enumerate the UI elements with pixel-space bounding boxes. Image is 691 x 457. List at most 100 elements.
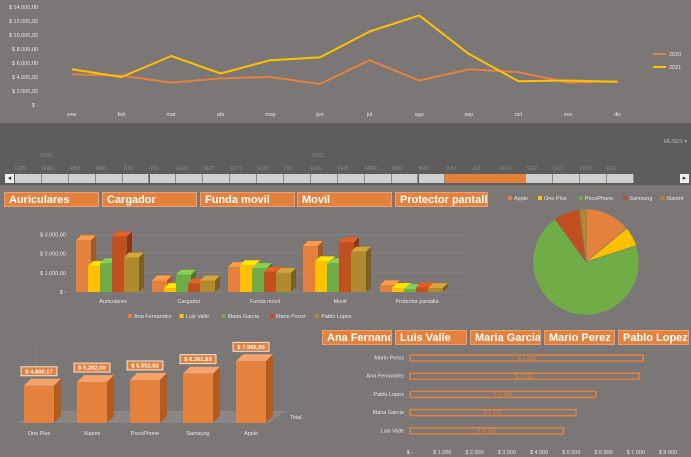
pie-legend-swatch	[623, 196, 628, 200]
product-seller-bar-chart[interactable]: $ 3.000,00 $ 2.000,00 $ 1.000,00 $ - Auricul…	[0, 210, 490, 325]
timeline-month-cell[interactable]	[41, 174, 69, 183]
bar3d-bar[interactable]	[404, 289, 419, 292]
timeline-month-cell[interactable]	[149, 174, 177, 183]
seller-slicer-item-luis-valle[interactable]: Luis Valle	[395, 330, 467, 345]
timeline-month-cell[interactable]	[176, 174, 204, 183]
bar3d-bar[interactable]	[188, 283, 203, 292]
bar3d-bar[interactable]	[392, 288, 407, 292]
timeline-scroll-right-button[interactable]: ▸	[680, 174, 689, 183]
timeline-month-cell[interactable]	[579, 174, 607, 183]
brand-column[interactable]	[183, 373, 213, 423]
brand-column[interactable]	[77, 382, 107, 423]
seller-slicer-item-ana-fernandez[interactable]: Ana Fernandez	[322, 330, 392, 345]
timeline-month-label: DIC	[284, 166, 294, 172]
bar3d-bar[interactable]	[303, 246, 318, 292]
brand-column[interactable]	[24, 385, 54, 423]
bar3d-y-tick: $ 2.000,00	[40, 252, 66, 258]
product-slicer-item-auriculares[interactable]: Auriculares	[4, 192, 99, 207]
seller-x-tick: $ 6.000	[594, 450, 612, 456]
timeline-month-cell[interactable]	[391, 174, 419, 183]
brand-column[interactable]	[236, 361, 266, 423]
bar3d-bar[interactable]	[100, 263, 115, 292]
seller-bar[interactable]	[409, 354, 645, 362]
timeline-selected-range[interactable]	[445, 174, 527, 183]
bar3d-bar[interactable]	[327, 263, 342, 292]
brand-column-top	[24, 378, 61, 386]
timeline-month-cell[interactable]	[553, 174, 580, 183]
pie-legend-swatch	[538, 196, 542, 200]
months-timeline-slicer[interactable]: MESES ▾ 2020 2021 FEB MAR ABR MAY JUN JUL AGO S…	[0, 123, 691, 185]
bar3d-legend-swatch	[179, 314, 184, 318]
timeline-month-cell[interactable]	[337, 174, 365, 183]
timeline-month-cell[interactable]	[203, 174, 231, 183]
pie-slice-xiaomi[interactable]	[579, 208, 587, 263]
bar3d-bar[interactable]	[315, 261, 330, 292]
bar3d-bar[interactable]	[252, 268, 267, 292]
bar3d-bar[interactable]	[112, 236, 127, 292]
product-slicer-item-cargador[interactable]: Cargador	[102, 192, 197, 207]
timeline-month-cell[interactable]	[122, 174, 150, 183]
seller-slicer-item-maria-garcia[interactable]: Maria Garcia	[470, 330, 541, 345]
bar3d-bar[interactable]	[228, 267, 243, 292]
bar3d-legend-swatch	[221, 314, 226, 318]
timeline-month-cell[interactable]	[310, 174, 338, 183]
bar3d-bar[interactable]	[76, 240, 91, 292]
timeline-month-cell[interactable]	[15, 174, 42, 183]
bar3d-bar[interactable]	[428, 288, 443, 292]
product-slicer-item-funda-movil[interactable]: Funda movil	[200, 192, 295, 207]
bar3d-bar[interactable]	[380, 285, 395, 292]
bar3d-x-tick: Protector pantalla	[395, 299, 439, 305]
pie-slice-pocophone[interactable]	[532, 218, 640, 316]
bar3d-legend-label: Pablo Lopez	[321, 314, 352, 320]
bar3d-bar[interactable]	[351, 251, 366, 292]
bar3d-bar[interactable]	[176, 274, 191, 292]
brand-column[interactable]	[130, 379, 160, 423]
seller-slicer-item-mario-perez[interactable]: Mario Perez	[544, 330, 615, 345]
line-chart-y-tick: $ 4.000,00	[12, 75, 38, 81]
seller-bar[interactable]	[409, 372, 640, 380]
product-slicer-item-protector-pantalla[interactable]: Protector pantalla	[395, 192, 488, 207]
bar3d-bar[interactable]	[164, 288, 179, 292]
bar3d-bar[interactable]	[124, 257, 139, 292]
line-chart-y-tick: $ 10.000,00	[9, 33, 38, 39]
brand-total-column-chart[interactable]: $ 4.800,17 One Plus $ 5.282,00 Xiaomi $ 5.55…	[0, 328, 316, 457]
timeline-month-cell[interactable]	[68, 174, 96, 183]
timeline-month-label: FEB	[337, 166, 349, 172]
timeline-month-cell[interactable]	[230, 174, 258, 183]
bar3d-bar[interactable]	[276, 272, 291, 292]
timeline-month-cell[interactable]	[418, 174, 446, 183]
seller-y-tick: Mario Perez	[374, 356, 404, 362]
brand-x-tick: PocoPhone	[131, 431, 159, 437]
bar3d-bar[interactable]	[88, 266, 103, 292]
bar3d-bar[interactable]	[416, 287, 431, 292]
brand-column-data-label-box	[232, 341, 270, 352]
timeline-month-cell[interactable]	[95, 174, 123, 183]
product-slicer-item-movil[interactable]: Movil	[297, 192, 392, 207]
timeline-month-cell[interactable]	[257, 174, 284, 183]
bar3d-bar[interactable]	[200, 280, 215, 292]
timeline-month-cell[interactable]	[284, 174, 311, 183]
brand-pie-chart[interactable]: Apple One Plus PocoPhone Samsung Xiaomi	[490, 188, 691, 328]
seller-slicer-item-pablo-lopez[interactable]: Pablo Lopez	[618, 330, 689, 345]
brand-column-data-label-box	[179, 354, 217, 365]
timeline-month-cell[interactable]	[364, 174, 392, 183]
line-chart-x-tick: nov	[564, 112, 573, 118]
timeline-label[interactable]: MESES ▾	[663, 139, 687, 145]
bar3d-bar-side	[443, 283, 448, 292]
seller-total-bar-chart[interactable]: $ - $ 1.000 $ 2.000 $ 3.000 $ 4.000 $ 5.000 $ …	[318, 348, 691, 457]
seller-bar[interactable]	[409, 390, 597, 399]
seller-bar[interactable]	[409, 408, 577, 417]
line-series-2021[interactable]	[71, 14, 618, 83]
line-series-2020[interactable]	[71, 59, 618, 85]
bar3d-bar[interactable]	[152, 280, 167, 292]
bar3d-bar[interactable]	[240, 265, 255, 292]
timeline-month-cell[interactable]	[526, 174, 553, 183]
seller-bar[interactable]	[409, 427, 565, 435]
filter-dropdown-icon[interactable]: ▾	[684, 139, 687, 145]
bar3d-bar[interactable]	[339, 242, 354, 292]
timeline-scroll-left-button[interactable]: ◂	[5, 174, 14, 183]
timeline-month-cell[interactable]	[606, 174, 634, 183]
monthly-sales-line-chart[interactable]: $ 14.000,00 $ 12.000,00 $ 10.000,00 $ 8.000…	[0, 0, 691, 123]
timeline-month-label: MAR	[364, 166, 377, 172]
bar3d-bar[interactable]	[264, 271, 279, 292]
